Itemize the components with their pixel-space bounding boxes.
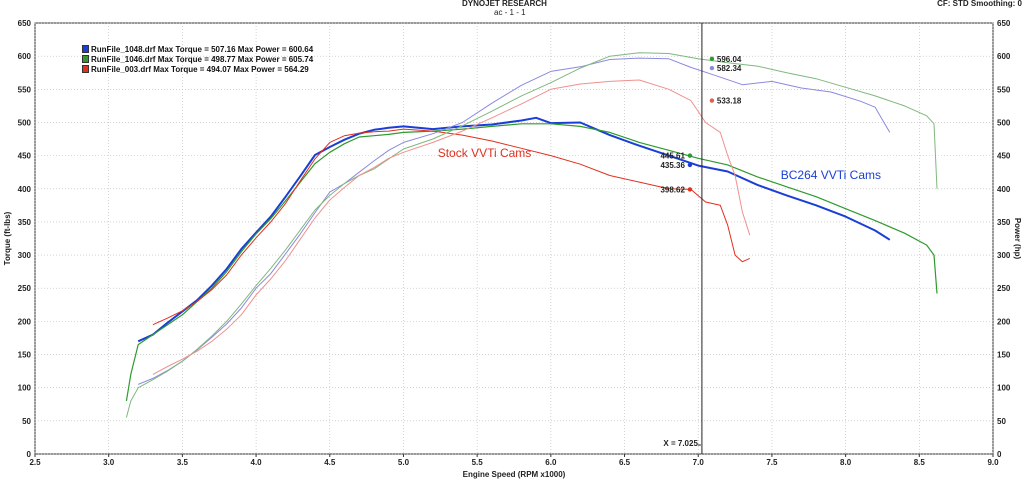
y-tick-label-left: 650 xyxy=(18,19,32,28)
y-tick-label-left: 400 xyxy=(18,185,32,194)
cursor-value-marker xyxy=(709,65,715,71)
x-tick-label: 6.0 xyxy=(545,458,557,467)
y-tick-label-left: 350 xyxy=(18,218,32,227)
y-tick-label-right: 50 xyxy=(997,417,1006,426)
series-line-power-5 xyxy=(152,79,751,375)
annotation-layer: Stock VVTi Cams BC264 VVTi Cams xyxy=(438,146,881,182)
y-tick-label-right: 150 xyxy=(997,351,1011,360)
grid xyxy=(34,22,994,455)
y-tick-label-left: 200 xyxy=(18,317,32,326)
y-axis-right-title: Power (hp) xyxy=(1013,218,1022,260)
y-tick-label-left: 300 xyxy=(18,251,32,260)
x-tick-label: 6.5 xyxy=(619,458,631,467)
y-axis-right-ticks: 0 50 100 150 200 250 300 350 400 450 500 550 600 650 xyxy=(997,19,1011,459)
x-axis-ticks: 2.5 3.0 3.5 4.0 4.5 5.0 5.5 6.0 6.5 7.0 7.5 8.0 8.5 9… xyxy=(29,454,999,467)
y-tick-label-right: 200 xyxy=(997,317,1011,326)
x-tick-label: 4.5 xyxy=(324,458,336,467)
y-tick-label-right: 550 xyxy=(997,85,1011,94)
legend-label: RunFile_1046.drf Max Torque = 498.77 Max… xyxy=(91,54,314,64)
y-tick-label-left: 100 xyxy=(18,384,32,393)
plot-area xyxy=(34,22,994,455)
chart-annotation: Stock VVTi Cams xyxy=(438,146,532,160)
y-tick-label-right: 400 xyxy=(997,185,1011,194)
series-layer xyxy=(125,52,938,418)
legend-label: RunFile_003.drf Max Torque = 494.07 Max … xyxy=(91,64,309,74)
y-tick-label-right: 650 xyxy=(997,19,1011,28)
legend-entry-1048[interactable]: RunFile_1048.drf Max Torque = 507.16 Max… xyxy=(82,44,313,54)
y-tick-label-right: 0 xyxy=(997,450,1002,459)
cursor-value-label: 435.36 xyxy=(660,161,685,170)
y-tick-label-right: 450 xyxy=(997,152,1011,161)
chart-annotation: BC264 VVTi Cams xyxy=(781,168,881,182)
x-tick-label: 8.5 xyxy=(914,458,926,467)
y-tick-label-left: 0 xyxy=(27,450,32,459)
series-line-torque-0 xyxy=(137,116,891,343)
legend-label: RunFile_1048.drf Max Torque = 507.16 Max… xyxy=(91,44,314,54)
legend-swatch xyxy=(82,55,89,63)
x-tick-label: 4.0 xyxy=(251,458,263,467)
y-tick-label-left: 250 xyxy=(18,284,32,293)
legend-entry-1046[interactable]: RunFile_1046.drf Max Torque = 498.77 Max… xyxy=(82,54,313,64)
x-tick-label: 5.5 xyxy=(472,458,484,467)
chart-title: DYNOJET RESEARCH xyxy=(462,0,547,8)
y-tick-label-left: 550 xyxy=(18,85,32,94)
legend: RunFile_1048.drf Max Torque = 507.16 Max… xyxy=(82,44,313,74)
legend-swatch xyxy=(82,45,89,53)
y-tick-label-right: 600 xyxy=(997,52,1011,61)
correction-info: CF: STD Smoothing: 0 xyxy=(937,0,1022,8)
series-line-power-4 xyxy=(125,52,938,418)
cursor-value-label: 398.62 xyxy=(660,185,685,194)
series-line-torque-1 xyxy=(125,123,938,402)
x-tick-label: 7.5 xyxy=(766,458,778,467)
y-axis-left-ticks: 0 50 100 150 200 250 300 350 400 450 500 550 600 650 xyxy=(18,19,32,459)
y-tick-label-right: 500 xyxy=(997,118,1011,127)
y-axis-left-title: Torque (ft-lbs) xyxy=(3,211,12,265)
cursor-value-marker xyxy=(687,162,693,168)
x-tick-label: 5.0 xyxy=(398,458,410,467)
y-tick-label-left: 150 xyxy=(18,351,32,360)
series-line-power-3 xyxy=(138,57,891,385)
cursor-value-label: 596.04 xyxy=(717,55,742,64)
legend-entry-003[interactable]: RunFile_003.drf Max Torque = 494.07 Max … xyxy=(82,64,313,74)
x-tick-label: 2.5 xyxy=(29,458,41,467)
cursor-value-label: 582.34 xyxy=(717,64,742,73)
y-tick-label-left: 50 xyxy=(22,417,31,426)
x-axis-title: Engine Speed (RPM x1000) xyxy=(463,470,566,479)
x-tick-label: 3.5 xyxy=(177,458,189,467)
x-tick-label: 9.0 xyxy=(987,458,999,467)
cursor-value-marker xyxy=(709,56,715,62)
y-tick-label-left: 500 xyxy=(18,118,32,127)
legend-swatch xyxy=(82,65,89,73)
series-line-torque-2 xyxy=(152,128,751,326)
y-tick-label-right: 250 xyxy=(997,284,1011,293)
x-tick-label: 7.0 xyxy=(693,458,705,467)
cursor-value-label: 533.18 xyxy=(717,97,742,106)
y-tick-label-right: 100 xyxy=(997,384,1011,393)
x-tick-label: 8.0 xyxy=(840,458,852,467)
y-tick-label-right: 300 xyxy=(997,251,1011,260)
x-tick-label: 3.0 xyxy=(103,458,115,467)
cursor-value-marker xyxy=(709,98,715,103)
y-tick-label-right: 350 xyxy=(997,218,1011,227)
cursor-x-readout: X = 7.025 xyxy=(663,439,698,448)
cursor-value-marker xyxy=(687,187,693,192)
y-tick-label-left: 450 xyxy=(18,152,32,161)
cursor-value-label: 445.61 xyxy=(660,152,685,161)
chart-subtitle: ac - 1 - 1 xyxy=(494,8,526,17)
cursor-value-marker xyxy=(687,153,693,158)
y-tick-label-left: 600 xyxy=(18,52,32,61)
